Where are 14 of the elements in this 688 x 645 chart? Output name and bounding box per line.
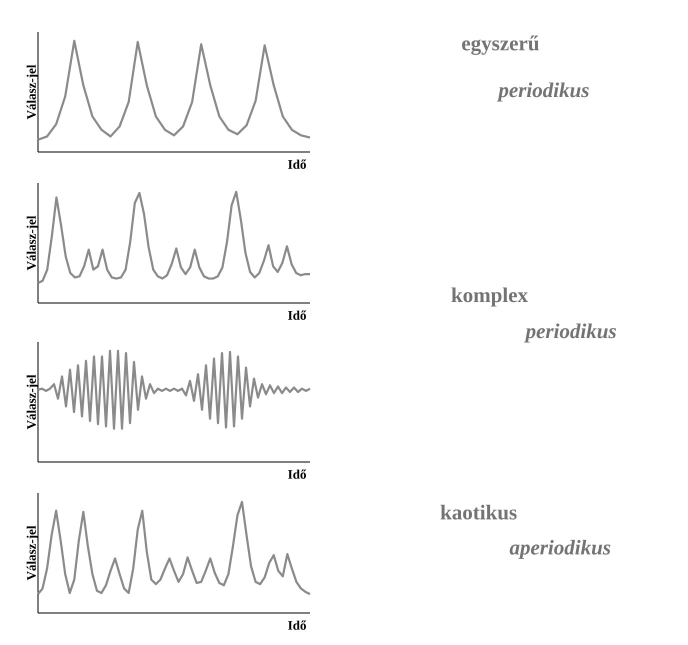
x-axis-title: Idő — [288, 470, 306, 479]
x-axis-title: Idő — [288, 310, 306, 320]
text: kaotikus — [440, 504, 517, 520]
y-axis-title: Válasz-jel — [26, 216, 38, 270]
x-axis-title: Idő — [288, 160, 306, 169]
x-axis-title: Idő — [288, 620, 306, 630]
text: aperiodikus — [510, 540, 610, 559]
y-axis-title: Válasz-jel — [26, 526, 38, 580]
text: periodikus — [524, 323, 616, 343]
text: komplex — [452, 287, 528, 307]
y-axis-title: Válasz-jel — [26, 64, 38, 120]
y-axis-title: Válasz-jel — [26, 374, 38, 430]
text: periodikus — [496, 82, 589, 102]
text: egyszerű — [462, 35, 539, 55]
